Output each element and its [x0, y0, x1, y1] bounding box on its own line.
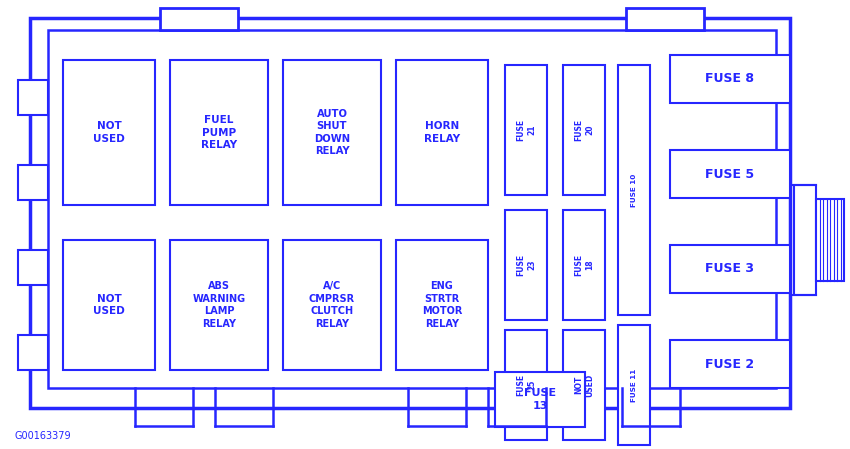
Bar: [618, 65, 650, 315]
Bar: [170, 240, 268, 370]
Text: ABS
WARNING
LAMP
RELAY: ABS WARNING LAMP RELAY: [192, 282, 246, 329]
Bar: [396, 60, 488, 205]
Bar: [563, 210, 605, 320]
Bar: [63, 60, 155, 205]
Bar: [18, 80, 48, 115]
Text: NOT
USED: NOT USED: [574, 374, 594, 396]
Text: NOT
USED: NOT USED: [94, 294, 125, 316]
Bar: [495, 372, 585, 427]
Bar: [18, 335, 48, 370]
Bar: [563, 65, 605, 195]
Bar: [626, 8, 704, 30]
Text: A/C
CMPRSR
CLUTCH
RELAY: A/C CMPRSR CLUTCH RELAY: [309, 282, 355, 329]
Text: FUSE 10: FUSE 10: [631, 173, 637, 207]
Text: NOT
USED: NOT USED: [94, 121, 125, 144]
Text: FUSE 11: FUSE 11: [631, 368, 637, 401]
Bar: [670, 245, 790, 293]
Bar: [63, 240, 155, 370]
Bar: [30, 18, 790, 408]
Text: FUSE 3: FUSE 3: [706, 263, 755, 276]
Bar: [817, 199, 844, 281]
Bar: [670, 340, 790, 388]
Text: FUSE
21: FUSE 21: [516, 119, 536, 141]
Bar: [283, 240, 381, 370]
Text: FUSE
20: FUSE 20: [574, 119, 594, 141]
Bar: [48, 30, 776, 388]
Text: HORN
RELAY: HORN RELAY: [424, 121, 460, 144]
Text: FUSE 5: FUSE 5: [706, 167, 755, 180]
Bar: [18, 250, 48, 285]
Bar: [283, 60, 381, 205]
Bar: [505, 65, 547, 195]
Text: FUSE
13: FUSE 13: [524, 388, 556, 411]
Bar: [18, 165, 48, 200]
Text: ENG
STRTR
MOTOR
RELAY: ENG STRTR MOTOR RELAY: [422, 282, 462, 329]
Text: G00163379: G00163379: [15, 431, 71, 441]
Bar: [170, 60, 268, 205]
Bar: [160, 8, 238, 30]
Bar: [396, 240, 488, 370]
Text: FUSE
23: FUSE 23: [516, 254, 536, 276]
Bar: [563, 330, 605, 440]
Bar: [670, 55, 790, 103]
Bar: [505, 330, 547, 440]
Text: FUSE 8: FUSE 8: [706, 72, 755, 85]
Bar: [670, 150, 790, 198]
Text: FUEL
PUMP
RELAY: FUEL PUMP RELAY: [201, 115, 237, 150]
Bar: [505, 210, 547, 320]
Text: FUSE
25: FUSE 25: [516, 374, 536, 396]
Bar: [794, 185, 817, 295]
Bar: [618, 325, 650, 445]
Text: FUSE 2: FUSE 2: [706, 357, 755, 370]
Text: AUTO
SHUT
DOWN
RELAY: AUTO SHUT DOWN RELAY: [314, 109, 350, 156]
Text: FUSE
18: FUSE 18: [574, 254, 594, 276]
